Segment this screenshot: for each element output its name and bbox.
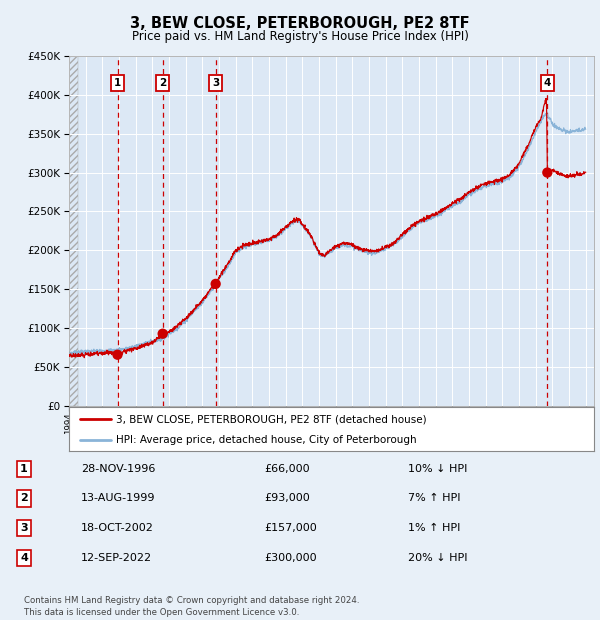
- Text: 2: 2: [159, 78, 166, 88]
- Text: 20% ↓ HPI: 20% ↓ HPI: [408, 553, 467, 563]
- Text: This data is licensed under the Open Government Licence v3.0.: This data is licensed under the Open Gov…: [24, 608, 299, 617]
- Text: 1: 1: [114, 78, 121, 88]
- Text: 3: 3: [20, 523, 28, 533]
- Point: [113, 350, 122, 360]
- Text: 2: 2: [20, 494, 28, 503]
- Text: 4: 4: [544, 78, 551, 88]
- Text: £300,000: £300,000: [264, 553, 317, 563]
- Text: 12-SEP-2022: 12-SEP-2022: [81, 553, 152, 563]
- Text: 28-NOV-1996: 28-NOV-1996: [81, 464, 155, 474]
- Text: £157,000: £157,000: [264, 523, 317, 533]
- Text: HPI: Average price, detached house, City of Peterborough: HPI: Average price, detached house, City…: [116, 435, 417, 445]
- Point: [542, 167, 552, 177]
- Text: Price paid vs. HM Land Registry's House Price Index (HPI): Price paid vs. HM Land Registry's House …: [131, 30, 469, 43]
- Text: 18-OCT-2002: 18-OCT-2002: [81, 523, 154, 533]
- Text: £93,000: £93,000: [264, 494, 310, 503]
- Text: 13-AUG-1999: 13-AUG-1999: [81, 494, 155, 503]
- Text: 1: 1: [20, 464, 28, 474]
- Text: Contains HM Land Registry data © Crown copyright and database right 2024.: Contains HM Land Registry data © Crown c…: [24, 596, 359, 606]
- Text: 7% ↑ HPI: 7% ↑ HPI: [408, 494, 461, 503]
- Text: £66,000: £66,000: [264, 464, 310, 474]
- Text: 3: 3: [212, 78, 219, 88]
- Point: [158, 329, 167, 339]
- Text: 3, BEW CLOSE, PETERBOROUGH, PE2 8TF: 3, BEW CLOSE, PETERBOROUGH, PE2 8TF: [130, 16, 470, 31]
- Text: 4: 4: [20, 553, 28, 563]
- Point: [211, 279, 220, 289]
- Text: 1% ↑ HPI: 1% ↑ HPI: [408, 523, 460, 533]
- Text: 3, BEW CLOSE, PETERBOROUGH, PE2 8TF (detached house): 3, BEW CLOSE, PETERBOROUGH, PE2 8TF (det…: [116, 414, 427, 424]
- Text: 10% ↓ HPI: 10% ↓ HPI: [408, 464, 467, 474]
